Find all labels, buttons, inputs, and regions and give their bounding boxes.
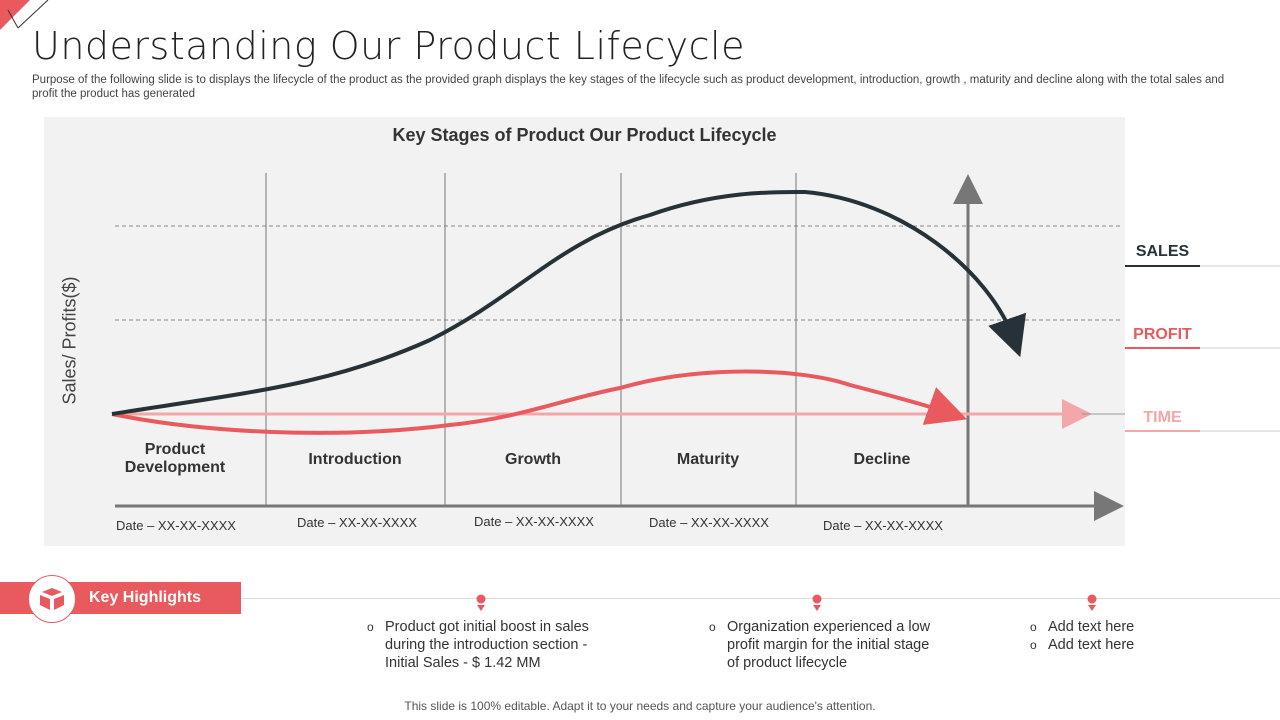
page-title: Understanding Our Product Lifecycle <box>32 24 745 68</box>
highlight-item: Add text here <box>1030 636 1230 654</box>
highlight-item: Add text here <box>1030 618 1230 636</box>
highlight-item: Product got initial boost in sales durin… <box>367 618 617 672</box>
stage-label: Product Development <box>124 441 226 476</box>
chart-panel <box>44 117 1125 546</box>
legend-profit: PROFIT <box>1133 326 1192 343</box>
pin-icon <box>476 594 486 611</box>
highlight-list: Organization experienced a low profit ma… <box>709 618 939 672</box>
stage-label: Growth <box>505 451 561 468</box>
stage-label: Introduction <box>308 451 402 468</box>
stage-date: Date – XX-XX-XXXX <box>297 515 417 530</box>
stage-date: Date – XX-XX-XXXX <box>649 515 769 530</box>
box-icon <box>28 575 76 623</box>
page-subtitle: Purpose of the following slide is to dis… <box>32 74 1225 100</box>
lifecycle-chart <box>111 173 1280 521</box>
legend-time: TIME <box>1143 409 1182 426</box>
highlight-list: Product got initial boost in sales durin… <box>367 618 617 672</box>
pin-icon <box>812 594 822 611</box>
pin-icon <box>1087 594 1097 611</box>
highlight-list: Add text here Add text here <box>1030 618 1230 654</box>
chart-title: Key Stages of Product Our Product Lifecy… <box>392 125 777 145</box>
stage-date: Date – XX-XX-XXXX <box>474 514 594 529</box>
stage-date: Date – XX-XX-XXXX <box>116 518 236 533</box>
highlights-divider <box>241 598 1280 599</box>
footer-note: This slide is 100% editable. Adapt it to… <box>404 699 876 713</box>
corner-decoration <box>0 0 49 30</box>
stage-date: Date – XX-XX-XXXX <box>823 518 943 533</box>
highlight-item: Organization experienced a low profit ma… <box>709 618 939 672</box>
legend-sales: SALES <box>1135 243 1190 260</box>
stage-label: Maturity <box>676 451 740 468</box>
profit-curve <box>111 369 968 435</box>
stage-label: Decline <box>853 451 911 468</box>
sales-curve <box>111 189 1026 416</box>
key-highlights-label: Key Highlights <box>89 589 202 606</box>
